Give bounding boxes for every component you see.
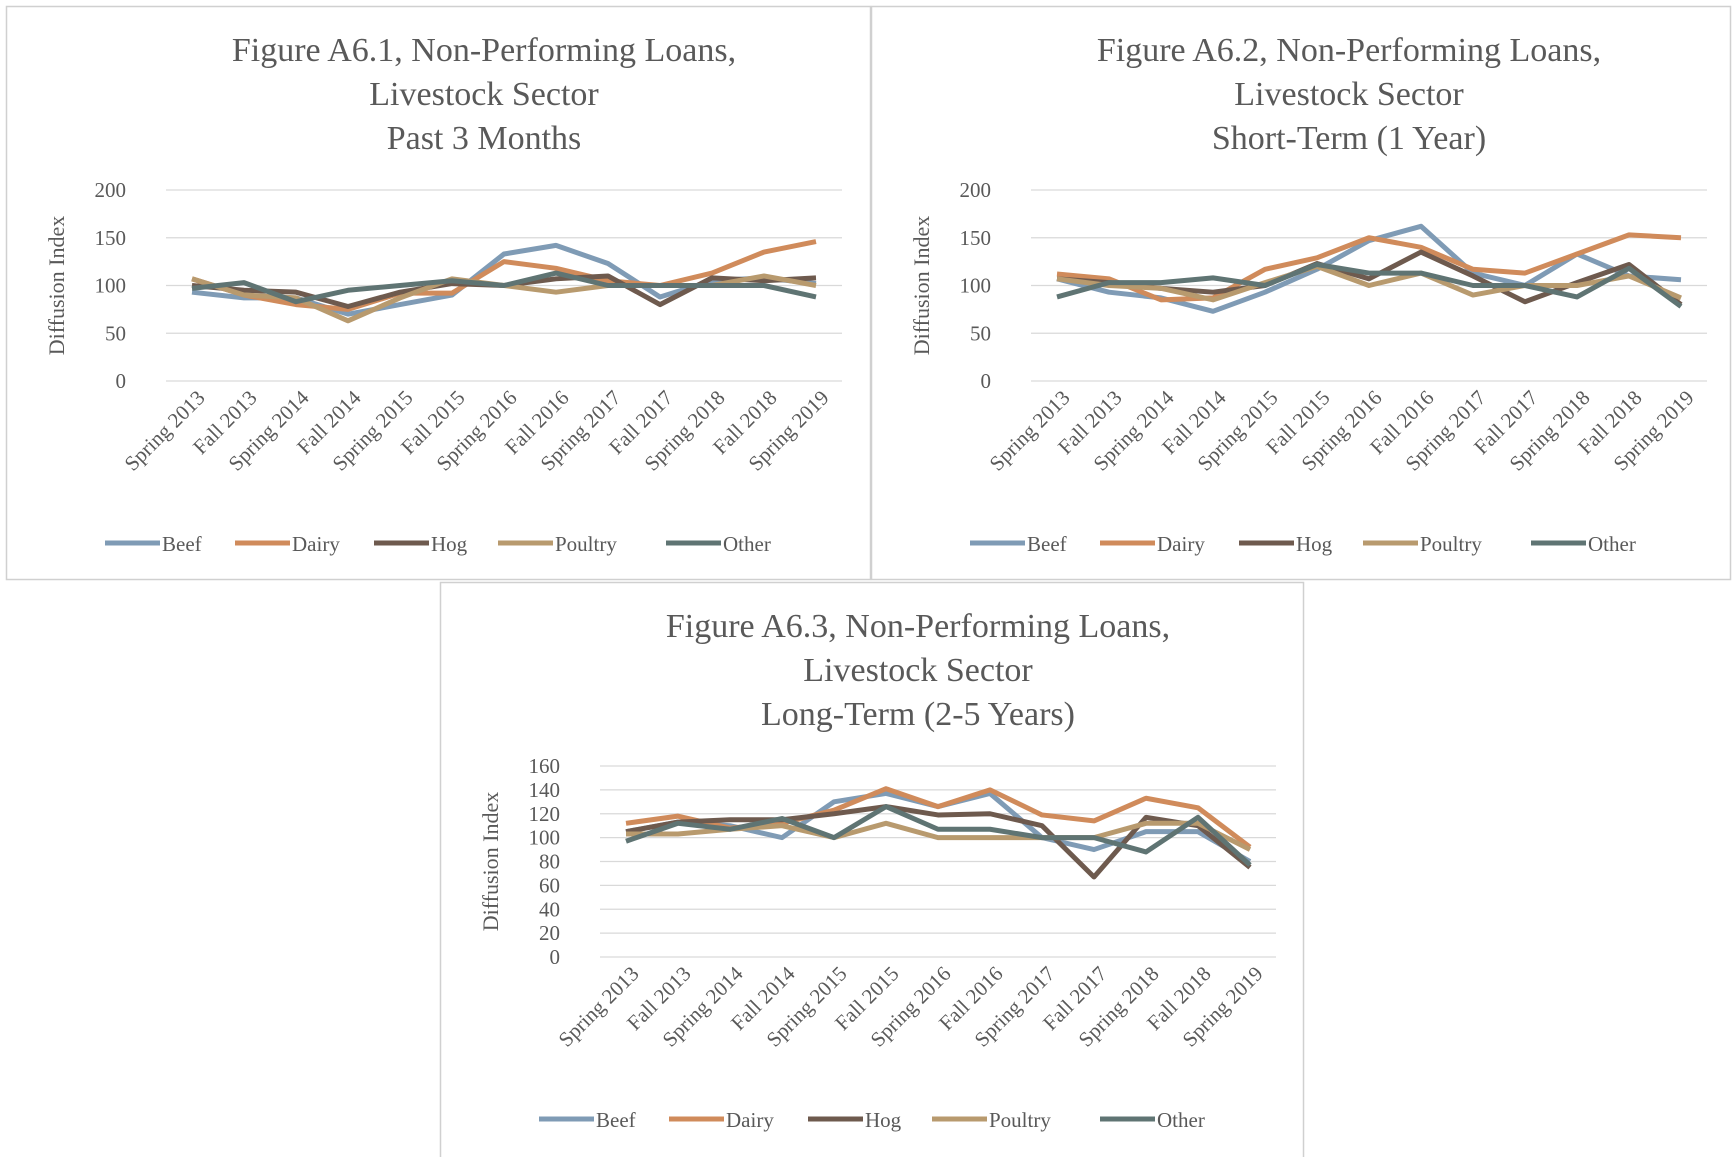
y-tick-label: 150 — [960, 226, 992, 250]
y-tick-label: 60 — [539, 873, 560, 897]
y-axis-label: Diffusion Index — [44, 216, 69, 356]
y-tick-label: 200 — [960, 178, 992, 202]
y-tick-label: 40 — [539, 897, 560, 921]
legend-label: Other — [1588, 532, 1636, 556]
legend-label: Other — [723, 532, 771, 556]
legend-label: Hog — [1296, 532, 1333, 556]
chart-title: Livestock Sector — [369, 76, 599, 113]
legend-label: Poultry — [555, 532, 617, 556]
y-axis-label: Diffusion Index — [909, 216, 934, 356]
legend-label: Dairy — [1157, 532, 1205, 556]
y-tick-label: 160 — [529, 754, 561, 778]
legend-label: Dairy — [726, 1108, 774, 1132]
y-axis-label: Diffusion Index — [478, 792, 503, 932]
chart-title: Figure A6.3, Non-Performing Loans, — [666, 608, 1170, 645]
y-tick-label: 100 — [960, 274, 992, 298]
y-tick-label: 0 — [550, 945, 561, 969]
y-tick-label: 100 — [95, 274, 127, 298]
y-tick-label: 0 — [116, 369, 127, 393]
legend-label: Beef — [596, 1108, 636, 1132]
legend-label: Dairy — [292, 532, 340, 556]
y-tick-label: 0 — [981, 369, 992, 393]
chart-title: Livestock Sector — [1234, 76, 1464, 113]
chart-title: Figure A6.2, Non-Performing Loans, — [1097, 32, 1601, 69]
legend-label: Hog — [865, 1108, 902, 1132]
chart-title: Short-Term (1 Year) — [1212, 120, 1486, 157]
chart-title: Long-Term (2-5 Years) — [761, 696, 1075, 733]
y-tick-label: 80 — [539, 850, 560, 874]
y-tick-label: 50 — [105, 321, 126, 345]
y-tick-label: 140 — [529, 778, 561, 802]
legend-label: Poultry — [989, 1108, 1051, 1132]
y-tick-label: 100 — [529, 826, 561, 850]
legend-label: Beef — [162, 532, 202, 556]
series-line — [191, 239, 817, 312]
series-line — [625, 804, 1252, 867]
legend-label: Poultry — [1420, 532, 1482, 556]
y-tick-label: 150 — [95, 226, 127, 250]
y-tick-label: 120 — [529, 802, 561, 826]
chart-title: Past 3 Months — [387, 120, 582, 157]
series-line — [1056, 232, 1682, 303]
chart-border — [439, 581, 1305, 1162]
y-tick-label: 50 — [970, 321, 991, 345]
chart-title: Figure A6.1, Non-Performing Loans, — [232, 32, 736, 69]
y-tick-label: 20 — [539, 921, 560, 945]
series-line — [625, 804, 1252, 880]
legend-label: Other — [1157, 1108, 1205, 1132]
series-line — [1056, 261, 1683, 309]
chart-title: Livestock Sector — [803, 652, 1033, 689]
legend-label: Beef — [1027, 532, 1067, 556]
series-line — [1056, 263, 1682, 303]
series-line — [191, 270, 817, 305]
legend-label: Hog — [431, 532, 468, 556]
y-tick-label: 200 — [95, 178, 127, 202]
